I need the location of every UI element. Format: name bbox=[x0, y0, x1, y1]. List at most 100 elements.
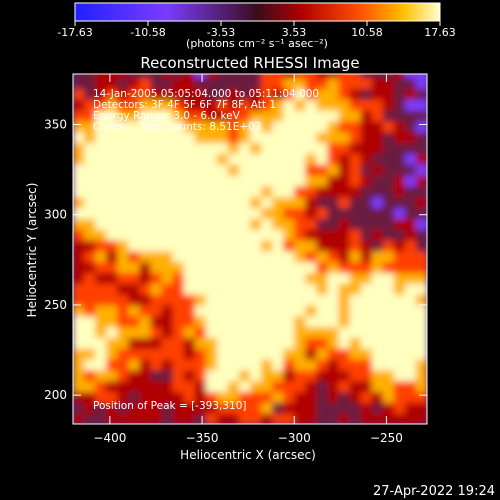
heatmap-cell bbox=[393, 283, 406, 295]
heatmap-cell bbox=[349, 337, 362, 349]
heatmap-cell bbox=[205, 99, 218, 111]
heatmap-cell bbox=[283, 185, 295, 198]
heatmap-cell bbox=[216, 164, 229, 176]
heatmap-cell bbox=[150, 261, 163, 274]
heatmap-cell bbox=[205, 402, 218, 414]
heatmap-cell bbox=[238, 337, 251, 349]
heatmap-cell bbox=[327, 239, 340, 252]
heatmap-cell bbox=[283, 175, 295, 187]
heatmap-cell bbox=[360, 110, 373, 122]
heatmap-cell bbox=[227, 164, 240, 176]
heatmap-cell bbox=[216, 239, 229, 252]
heatmap-cell bbox=[371, 369, 384, 382]
heatmap-cell bbox=[238, 413, 251, 424]
heatmap-cell bbox=[382, 283, 395, 295]
heatmap-cell bbox=[172, 229, 185, 241]
heatmap-cell bbox=[172, 402, 185, 414]
heatmap-cell bbox=[261, 207, 273, 219]
heatmap-cell bbox=[250, 326, 262, 339]
x-tick-label: −250 bbox=[370, 431, 403, 445]
heatmap-cell bbox=[404, 131, 417, 144]
heatmap-cell bbox=[117, 250, 129, 263]
heatmap-cell bbox=[250, 348, 262, 360]
heatmap-cell bbox=[183, 337, 196, 349]
heatmap-cell bbox=[316, 304, 329, 317]
heatmap-cell bbox=[327, 142, 340, 154]
heatmap-cell bbox=[84, 294, 96, 306]
heatmap-cell bbox=[117, 142, 129, 154]
heatmap-cell bbox=[261, 261, 273, 274]
heatmap-cell bbox=[382, 175, 395, 187]
heatmap-cell bbox=[106, 250, 118, 263]
heatmap-cell bbox=[194, 207, 207, 219]
heatmap-cell bbox=[371, 110, 384, 122]
heatmap-cell bbox=[95, 272, 107, 284]
heatmap-cell bbox=[194, 326, 207, 339]
heatmap-cell bbox=[272, 272, 284, 284]
heatmap-cell bbox=[393, 153, 406, 165]
heatmap-cell bbox=[84, 369, 96, 382]
heatmap-cell bbox=[404, 110, 417, 122]
heatmap-cell bbox=[227, 88, 240, 100]
heatmap-cell bbox=[73, 218, 85, 230]
heatmap-cell bbox=[161, 272, 174, 284]
heatmap-cell bbox=[261, 239, 273, 252]
heatmap-cell bbox=[360, 391, 373, 403]
heatmap-cell bbox=[371, 239, 384, 252]
heatmap-cell bbox=[338, 348, 351, 360]
annotation-clean: Clean Total counts: 8.51E+03 bbox=[93, 121, 262, 133]
heatmap-cell bbox=[393, 196, 406, 209]
heatmap-cell bbox=[139, 153, 152, 165]
heatmap-cell bbox=[272, 142, 284, 154]
heatmap-cell bbox=[294, 196, 306, 209]
heatmap-cell bbox=[183, 164, 196, 176]
heatmap-cell bbox=[371, 294, 384, 306]
heatmap-cell bbox=[73, 380, 85, 393]
heatmap-cell bbox=[382, 272, 395, 284]
heatmap-cell bbox=[73, 413, 85, 424]
heatmap-cell bbox=[216, 369, 229, 382]
heatmap-cell bbox=[305, 250, 317, 263]
heatmap-cell bbox=[183, 239, 196, 252]
heatmap-cell bbox=[283, 315, 295, 328]
heatmap-plot bbox=[73, 74, 427, 424]
heatmap-cell bbox=[73, 261, 85, 274]
heatmap-cell bbox=[316, 77, 329, 90]
heatmap-cell bbox=[95, 315, 107, 328]
heatmap-cell bbox=[172, 413, 185, 424]
heatmap-cell bbox=[216, 348, 229, 360]
heatmap-cell bbox=[161, 359, 174, 371]
heatmap-cell bbox=[305, 294, 317, 306]
heatmap-cell bbox=[338, 369, 351, 382]
heatmap-cell bbox=[117, 369, 129, 382]
heatmap-cell bbox=[73, 391, 85, 403]
heatmap-cell bbox=[117, 359, 129, 371]
heatmap-cell bbox=[382, 131, 395, 144]
heatmap-cell bbox=[227, 380, 240, 393]
heatmap-cell bbox=[139, 283, 152, 295]
heatmap-cell bbox=[216, 110, 229, 122]
heatmap-cell bbox=[183, 369, 196, 382]
heatmap-cell bbox=[205, 164, 218, 176]
heatmap-cell bbox=[73, 283, 85, 295]
heatmap-cell bbox=[106, 120, 118, 133]
heatmap-cell bbox=[161, 153, 174, 165]
heatmap-cell bbox=[349, 74, 362, 79]
heatmap-cell bbox=[283, 110, 295, 122]
heatmap-cell bbox=[183, 120, 196, 133]
heatmap-cell bbox=[316, 229, 329, 241]
heatmap-cell bbox=[205, 207, 218, 219]
heatmap-cell bbox=[360, 261, 373, 274]
heatmap-cell bbox=[393, 175, 406, 187]
heatmap-cell bbox=[161, 175, 174, 187]
heatmap-cell bbox=[150, 348, 163, 360]
heatmap-cell bbox=[227, 196, 240, 209]
heatmap-cell bbox=[183, 88, 196, 100]
heatmap-cell bbox=[205, 315, 218, 328]
heatmap-cell bbox=[150, 218, 163, 230]
heatmap-cell bbox=[305, 99, 317, 111]
heatmap-cell bbox=[349, 153, 362, 165]
heatmap-cell bbox=[128, 142, 140, 154]
heatmap-cell bbox=[117, 239, 129, 252]
heatmap-cell bbox=[404, 196, 417, 209]
